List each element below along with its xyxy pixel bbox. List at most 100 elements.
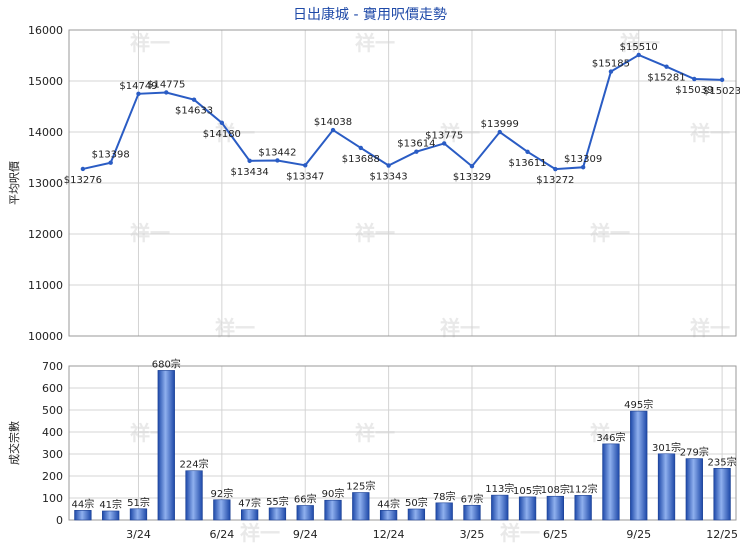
transaction-bar xyxy=(518,496,537,521)
price-point xyxy=(219,120,225,126)
transaction-data-label: 680宗 xyxy=(152,357,181,370)
price-points xyxy=(80,52,725,172)
transactions-y-tick-label: 300 xyxy=(42,448,63,461)
price-point xyxy=(275,158,280,163)
transactions-y-axis: 0 100 200 300 400 500 600 700 xyxy=(42,360,63,527)
transaction-bar xyxy=(74,510,92,521)
transaction-data-label: 44宗 xyxy=(377,497,400,510)
x-tick-label: 9/24 xyxy=(293,528,318,541)
price-y-axis-label: 平均呎價 xyxy=(7,161,21,205)
price-point xyxy=(553,166,558,172)
price-data-label: $14749 xyxy=(119,81,157,92)
watermark-text: 祥一 xyxy=(500,521,540,545)
transaction-bar xyxy=(102,510,120,521)
x-tick-label: 6/25 xyxy=(543,528,568,541)
price-point xyxy=(80,166,86,172)
watermark-text: 祥一 xyxy=(620,31,660,55)
transaction-data-label: 125宗 xyxy=(346,480,375,493)
transaction-bar xyxy=(379,510,398,521)
price-data-label: $13343 xyxy=(370,172,408,183)
price-y-axis: 10000 11000 12000 13000 14000 15000 16000 xyxy=(28,24,63,343)
transaction-bar xyxy=(491,494,509,521)
price-data-label: $15281 xyxy=(647,73,685,84)
price-data-label: $13999 xyxy=(481,119,519,130)
price-data-label: $13309 xyxy=(564,154,602,165)
transaction-bar xyxy=(129,508,148,521)
price-plot-frame xyxy=(68,29,737,337)
price-data-label: $13688 xyxy=(342,154,380,165)
transaction-data-label: 224宗 xyxy=(180,458,209,471)
transaction-bar xyxy=(352,492,370,521)
transactions-y-tick-label: 500 xyxy=(42,404,63,417)
price-y-tick-label: 12000 xyxy=(28,228,63,241)
price-data-label: $13434 xyxy=(231,167,269,178)
price-data-label: $14633 xyxy=(175,106,213,117)
transaction-data-label: 44宗 xyxy=(72,497,95,510)
price-data-label: $13276 xyxy=(64,175,102,186)
price-data-label: $14775 xyxy=(147,79,185,90)
x-tick-label: 9/25 xyxy=(626,528,651,541)
transaction-data-label: 301宗 xyxy=(652,441,681,454)
transaction-bar xyxy=(630,410,648,521)
transaction-data-label: 66宗 xyxy=(294,492,317,505)
watermark-text: 祥一 xyxy=(590,221,630,245)
price-point xyxy=(414,149,419,154)
price-point xyxy=(330,127,336,133)
price-point xyxy=(525,149,530,155)
transaction-bar xyxy=(574,495,592,521)
price-data-label: $13272 xyxy=(536,175,574,186)
transaction-data-label: 50宗 xyxy=(405,496,428,509)
x-tick-label: 3/25 xyxy=(460,528,485,541)
price-y-tick-label: 10000 xyxy=(28,330,63,343)
price-y-tick-label: 13000 xyxy=(28,177,63,190)
transaction-bar xyxy=(407,508,426,521)
price-data-labels: $13276 $13398 $14749$14775 $14633 $14180 $134… xyxy=(64,42,740,186)
price-line xyxy=(82,53,723,171)
transactions-y-axis-label: 成交宗數 xyxy=(7,421,21,465)
price-point xyxy=(664,64,669,69)
price-data-label: $15510 xyxy=(620,42,658,53)
transaction-data-label: 346宗 xyxy=(596,431,625,444)
chart-title: 日出康城 - 實用呎價走勢 xyxy=(293,6,447,23)
x-axis-ticks: 3/24 6/24 9/24 12/24 3/25 6/25 9/25 12/25 xyxy=(126,528,738,541)
x-tick-label: 3/24 xyxy=(126,528,151,541)
price-y-tick-label: 14000 xyxy=(28,126,63,139)
x-tick-label: 12/24 xyxy=(373,528,405,541)
x-tick-label: 6/24 xyxy=(210,528,235,541)
transaction-data-label: 47宗 xyxy=(238,497,261,510)
price-data-label: $15185 xyxy=(592,59,630,70)
watermark-text: 祥一 xyxy=(130,221,170,245)
price-point xyxy=(136,91,141,97)
transaction-bar xyxy=(463,504,481,521)
price-point xyxy=(247,158,252,164)
price-point xyxy=(636,52,641,58)
transaction-data-label: 235宗 xyxy=(708,455,737,468)
price-point xyxy=(164,90,169,95)
price-data-label: $13347 xyxy=(286,171,324,182)
transaction-data-label: 90宗 xyxy=(322,487,345,500)
price-y-tick-label: 11000 xyxy=(28,279,63,292)
price-y-tick-label: 16000 xyxy=(28,24,63,37)
price-point xyxy=(692,76,697,82)
transaction-data-label: 41宗 xyxy=(99,498,122,511)
transactions-y-tick-label: 200 xyxy=(42,470,63,483)
price-point xyxy=(108,160,113,165)
transaction-data-label: 55宗 xyxy=(266,495,289,508)
price-data-label: $13329 xyxy=(453,172,491,183)
transaction-bar xyxy=(602,443,620,521)
price-point xyxy=(469,164,475,169)
transaction-bar xyxy=(241,509,259,521)
price-point xyxy=(358,145,364,151)
price-series xyxy=(82,53,723,171)
transactions-y-tick-label: 700 xyxy=(42,360,63,373)
transaction-data-label: 495宗 xyxy=(624,398,653,411)
price-data-label: $13442 xyxy=(258,147,296,158)
price-data-label: $13775 xyxy=(425,130,463,141)
price-data-label: $14180 xyxy=(203,129,241,140)
transaction-bar xyxy=(685,458,703,521)
price-gridlines xyxy=(69,29,736,337)
transaction-bar xyxy=(268,507,287,521)
transaction-data-label: 279宗 xyxy=(680,446,709,459)
